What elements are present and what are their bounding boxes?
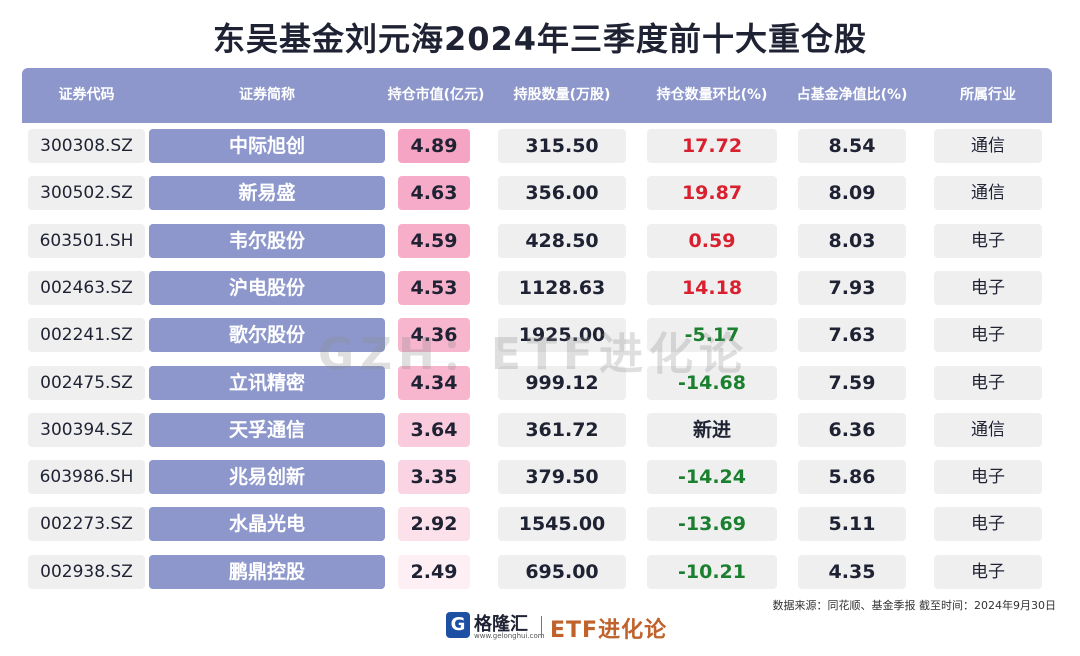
change-cell: -14.24 — [647, 460, 777, 495]
gelonghui-logo-url: www.gelonghui.com — [474, 632, 545, 640]
gelonghui-logo-icon: G — [446, 612, 470, 638]
table-header: 证券代码 证券简称 持仓市值(亿元) 持股数量(万股) 持仓数量环比(%) 占基… — [22, 68, 1052, 123]
change-cell: -14.68 — [647, 365, 777, 400]
name-cell: 天孚通信 — [149, 412, 385, 447]
page-title: 东吴基金刘元海2024年三季度前十大重仓股 — [212, 20, 868, 58]
net-value-pct-cell: 4.35 — [798, 554, 906, 589]
table-row: 002241.SZ 歌尔股份 4.36 1925.00 -5.17 7.63 电子 — [22, 312, 1052, 359]
shares-cell: 1925.00 — [498, 318, 626, 353]
industry-cell: 通信 — [934, 412, 1042, 447]
market-value-cell: 4.89 — [398, 129, 470, 163]
code-cell: 002241.SZ — [28, 318, 145, 353]
name-cell: 立讯精密 — [149, 365, 385, 400]
header-name: 证券简称 — [239, 87, 295, 103]
code-cell: 002273.SZ — [28, 507, 145, 542]
net-value-pct-cell: 8.03 — [798, 223, 906, 258]
change-cell: 19.87 — [647, 176, 777, 211]
industry-cell: 电子 — [934, 460, 1042, 495]
name-cell: 鹏鼎控股 — [149, 554, 385, 589]
table-row: 002273.SZ 水晶光电 2.92 1545.00 -13.69 5.11 电子 — [22, 501, 1052, 548]
table-row: 300394.SZ 天孚通信 3.64 361.72 新进 6.36 通信 — [22, 407, 1052, 454]
name-cell: 新易盛 — [149, 176, 385, 211]
table-row: 300308.SZ 中际旭创 4.89 315.50 17.72 8.54 通信 — [22, 123, 1052, 170]
header-code: 证券代码 — [58, 87, 115, 103]
change-cell: -13.69 — [647, 507, 777, 542]
name-cell: 歌尔股份 — [149, 318, 385, 353]
shares-cell: 379.50 — [498, 460, 626, 495]
table-row: 002475.SZ 立讯精密 4.34 999.12 -14.68 7.59 电子 — [22, 360, 1052, 407]
industry-cell: 电子 — [934, 223, 1042, 258]
shares-cell: 428.50 — [498, 223, 626, 258]
change-cell: -10.21 — [647, 554, 777, 589]
code-cell: 603501.SH — [28, 223, 145, 258]
table-row: 002463.SZ 沪电股份 4.53 1128.63 14.18 7.93 电子 — [22, 265, 1052, 312]
net-value-pct-cell: 5.11 — [798, 507, 906, 542]
industry-cell: 电子 — [934, 554, 1042, 589]
net-value-pct-cell: 7.59 — [798, 365, 906, 400]
market-value-cell: 2.92 — [398, 507, 470, 542]
market-value-cell: 4.36 — [398, 318, 470, 353]
table-row: 603501.SH 韦尔股份 4.59 428.50 0.59 8.03 电子 — [22, 218, 1052, 265]
industry-cell: 通信 — [934, 176, 1042, 211]
change-cell: 14.18 — [647, 270, 777, 305]
code-cell: 002463.SZ — [28, 270, 145, 305]
net-value-pct-cell: 8.09 — [798, 176, 906, 211]
data-source-note: 数据来源：同花顺、基金季报 截至时间：2024年9月30日 — [772, 599, 1057, 612]
header-change: 持仓数量环比(%) — [656, 87, 768, 103]
industry-cell: 通信 — [934, 129, 1042, 163]
gelonghui-logo-text: 格隆汇 — [474, 614, 528, 635]
market-value-cell: 3.64 — [398, 412, 470, 447]
header-market-value: 持仓市值(亿元) — [387, 87, 485, 103]
code-cell: 603986.SH — [28, 460, 145, 495]
name-cell: 中际旭创 — [149, 129, 385, 163]
shares-cell: 1128.63 — [498, 270, 626, 305]
net-value-pct-cell: 7.93 — [798, 270, 906, 305]
code-cell: 300394.SZ — [28, 412, 145, 447]
net-value-pct-cell: 6.36 — [798, 412, 906, 447]
market-value-cell: 2.49 — [398, 554, 470, 589]
market-value-cell: 4.53 — [398, 270, 470, 305]
table-row: 300502.SZ 新易盛 4.63 356.00 19.87 8.09 通信 — [22, 170, 1052, 217]
net-value-pct-cell: 8.54 — [798, 129, 906, 163]
change-cell: 新进 — [647, 412, 777, 447]
change-cell: 17.72 — [647, 129, 777, 163]
code-cell: 300308.SZ — [28, 129, 145, 163]
shares-cell: 315.50 — [498, 129, 626, 163]
header-shares: 持股数量(万股) — [513, 87, 611, 103]
industry-cell: 电子 — [934, 507, 1042, 542]
table-row: 002938.SZ 鹏鼎控股 2.49 695.00 -10.21 4.35 电子 — [22, 549, 1052, 596]
change-cell: 0.59 — [647, 223, 777, 258]
table-body: 300308.SZ 中际旭创 4.89 315.50 17.72 8.54 通信 300502… — [22, 123, 1052, 593]
header-industry: 所属行业 — [960, 87, 1016, 103]
name-cell: 韦尔股份 — [149, 223, 385, 258]
shares-cell: 1545.00 — [498, 507, 626, 542]
market-value-cell: 3.35 — [398, 460, 470, 495]
shares-cell: 356.00 — [498, 176, 626, 211]
industry-cell: 电子 — [934, 270, 1042, 305]
name-cell: 兆易创新 — [149, 460, 385, 495]
industry-cell: 电子 — [934, 318, 1042, 353]
shares-cell: 361.72 — [498, 412, 626, 447]
name-cell: 水晶光电 — [149, 507, 385, 542]
net-value-pct-cell: 5.86 — [798, 460, 906, 495]
header-net-value-pct: 占基金净值比(%) — [796, 87, 908, 103]
code-cell: 002475.SZ — [28, 365, 145, 400]
shares-cell: 695.00 — [498, 554, 626, 589]
change-cell: -5.17 — [647, 318, 777, 353]
net-value-pct-cell: 7.63 — [798, 318, 906, 353]
table-row: 603986.SH 兆易创新 3.35 379.50 -14.24 5.86 电子 — [22, 454, 1052, 501]
etf-brand: ETF进化论 — [550, 618, 668, 643]
name-cell: 沪电股份 — [149, 270, 385, 305]
market-value-cell: 4.34 — [398, 365, 470, 400]
footer-divider — [541, 616, 542, 638]
code-cell: 300502.SZ — [28, 176, 145, 211]
market-value-cell: 4.59 — [398, 223, 470, 258]
industry-cell: 电子 — [934, 365, 1042, 400]
shares-cell: 999.12 — [498, 365, 626, 400]
market-value-cell: 4.63 — [398, 176, 470, 211]
code-cell: 002938.SZ — [28, 554, 145, 589]
